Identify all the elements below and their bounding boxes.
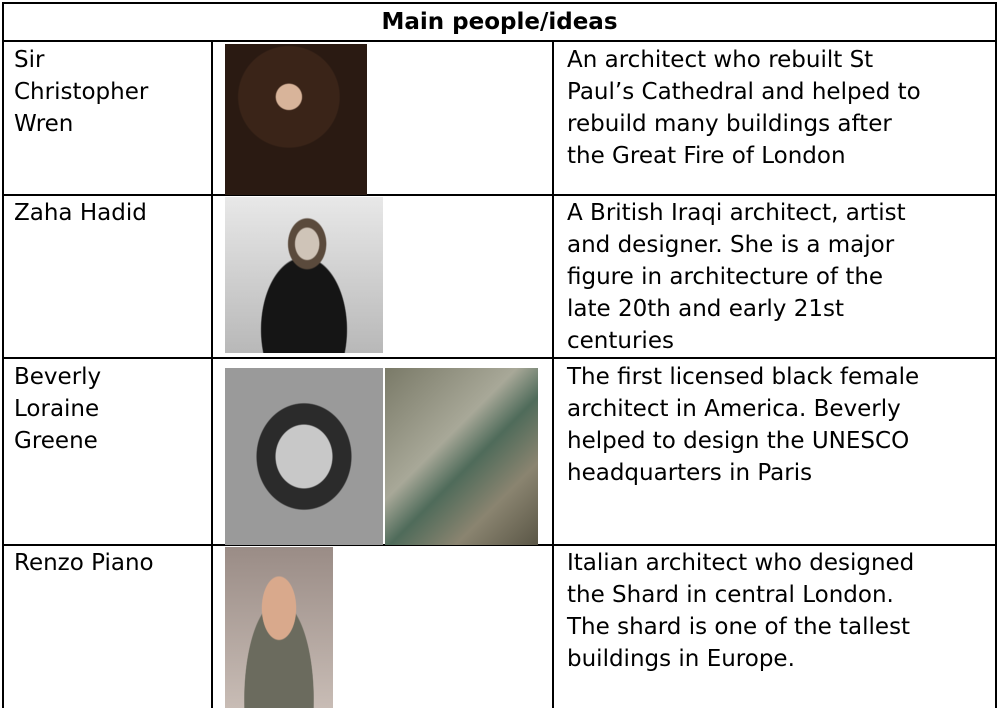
border [2, 194, 997, 196]
text-line: Greene [14, 428, 98, 454]
text-line: buildings in Europe. [567, 646, 795, 672]
text-line: the Shard in central London. [567, 582, 894, 608]
border [2, 2, 997, 4]
person-description: An architect who rebuilt St Paul’s Cathed… [567, 44, 921, 172]
text-line: Sir [14, 47, 45, 73]
person-description: Italian architect who designed the Shard … [567, 547, 914, 675]
text-line: A British Iraqi architect, artist [567, 200, 906, 226]
border [211, 40, 213, 708]
border [2, 357, 997, 359]
border [2, 544, 997, 546]
text-line: rebuild many buildings after [567, 111, 892, 137]
person-name: Zaha Hadid [14, 197, 147, 229]
text-line: Paul’s Cathedral and helped to [567, 79, 921, 105]
photo [385, 368, 538, 545]
text-line: helped to design the UNESCO [567, 428, 910, 454]
border [2, 40, 997, 42]
person-name: Renzo Piano [14, 547, 154, 579]
person-description: The first licensed black female architect… [567, 361, 919, 489]
text-line: Wren [14, 111, 74, 137]
text-line: and designer. She is a major [567, 232, 895, 258]
person-description: A British Iraqi architect, artist and des… [567, 197, 906, 357]
text-line: architect in America. Beverly [567, 396, 901, 422]
photo [225, 368, 383, 545]
table-header: Main people/ideas [381, 9, 618, 35]
photo [225, 44, 367, 195]
text-line: The shard is one of the tallest [567, 614, 911, 640]
text-line: the Great Fire of London [567, 143, 846, 169]
text-line: Loraine [14, 396, 100, 422]
photo [225, 197, 383, 353]
text-line: Italian architect who designed [567, 550, 915, 576]
border [2, 2, 4, 708]
text-line: headquarters in Paris [567, 460, 813, 486]
text-line: figure in architecture of the [567, 264, 884, 290]
text-line: Zaha Hadid [14, 200, 147, 226]
person-name: Beverly Loraine Greene [14, 361, 101, 457]
border [995, 2, 997, 708]
text-line: The first licensed black female [567, 364, 920, 390]
text-line: Beverly [14, 364, 102, 390]
text-line: Renzo Piano [14, 550, 154, 576]
text-line: late 20th and early 21st [567, 296, 844, 322]
person-name: Sir Christopher Wren [14, 44, 148, 140]
photo [225, 547, 333, 708]
border [552, 40, 554, 708]
text-line: Christopher [14, 79, 149, 105]
text-line: An architect who rebuilt St [567, 47, 874, 73]
text-line: centuries [567, 328, 674, 354]
